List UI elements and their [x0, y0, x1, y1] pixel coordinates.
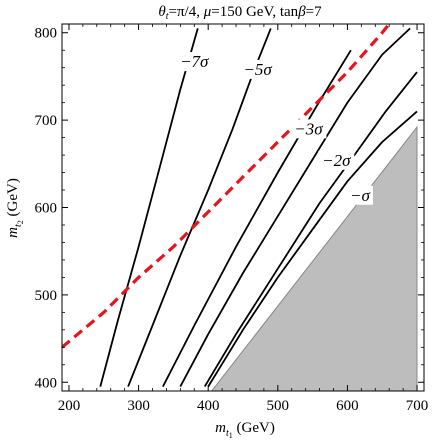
contour-label-3: −3σ — [290, 119, 327, 139]
contour-line-4 — [179, 27, 411, 388]
y-tick-label: 500 — [35, 288, 58, 304]
contour-label-text: −3σ — [294, 119, 323, 138]
chart-title: θt=π/4, μ=150 GeV, tanβ=7 — [158, 4, 322, 22]
contour-line-5 — [203, 71, 418, 388]
x-tick-label: 400 — [197, 398, 220, 414]
x-tick-label: 500 — [267, 398, 290, 414]
y-tick-label: 800 — [35, 26, 58, 42]
y-tick-label: 700 — [35, 113, 58, 129]
boundary-dashed-line — [62, 24, 392, 349]
x-tick-label: 200 — [58, 398, 81, 414]
contour-label-text: −2σ — [322, 151, 351, 170]
y-axis-title: mt2 (GeV) — [5, 178, 25, 238]
contour-label-bg — [318, 150, 355, 170]
contour-label-text: −σ — [350, 186, 370, 205]
contour-label-text: −5σ — [243, 60, 272, 79]
y-tick-label: 600 — [35, 201, 58, 217]
contour-label-2: −5σ — [239, 59, 276, 79]
contour-label-text: −7σ — [180, 52, 209, 71]
contour-label-bg — [290, 119, 327, 139]
contour-label-4: −2σ — [318, 150, 355, 170]
x-tick-label: 700 — [406, 398, 429, 414]
contour-line-1 — [99, 28, 199, 387]
contour-label-1: −7σ — [176, 52, 213, 72]
contour-label-bg — [346, 185, 373, 205]
ticks-layer: 200 300 400 500 600 700 400 500 600 700 800 — [35, 24, 429, 414]
contour-label-5: −σ — [346, 185, 373, 205]
x-tick-label: 600 — [336, 398, 359, 414]
contour-label-bg — [239, 59, 276, 79]
excluded-region — [211, 125, 418, 391]
contour-labels: −7σ −5σ −3σ −2σ −σ — [176, 52, 373, 205]
x-axis-title: mt1 (GeV) — [215, 420, 275, 440]
contour-line-6 — [207, 110, 418, 388]
x-tick-label: 300 — [127, 398, 150, 414]
y-tick-label: 400 — [35, 375, 58, 391]
contour-label-bg — [176, 52, 213, 72]
